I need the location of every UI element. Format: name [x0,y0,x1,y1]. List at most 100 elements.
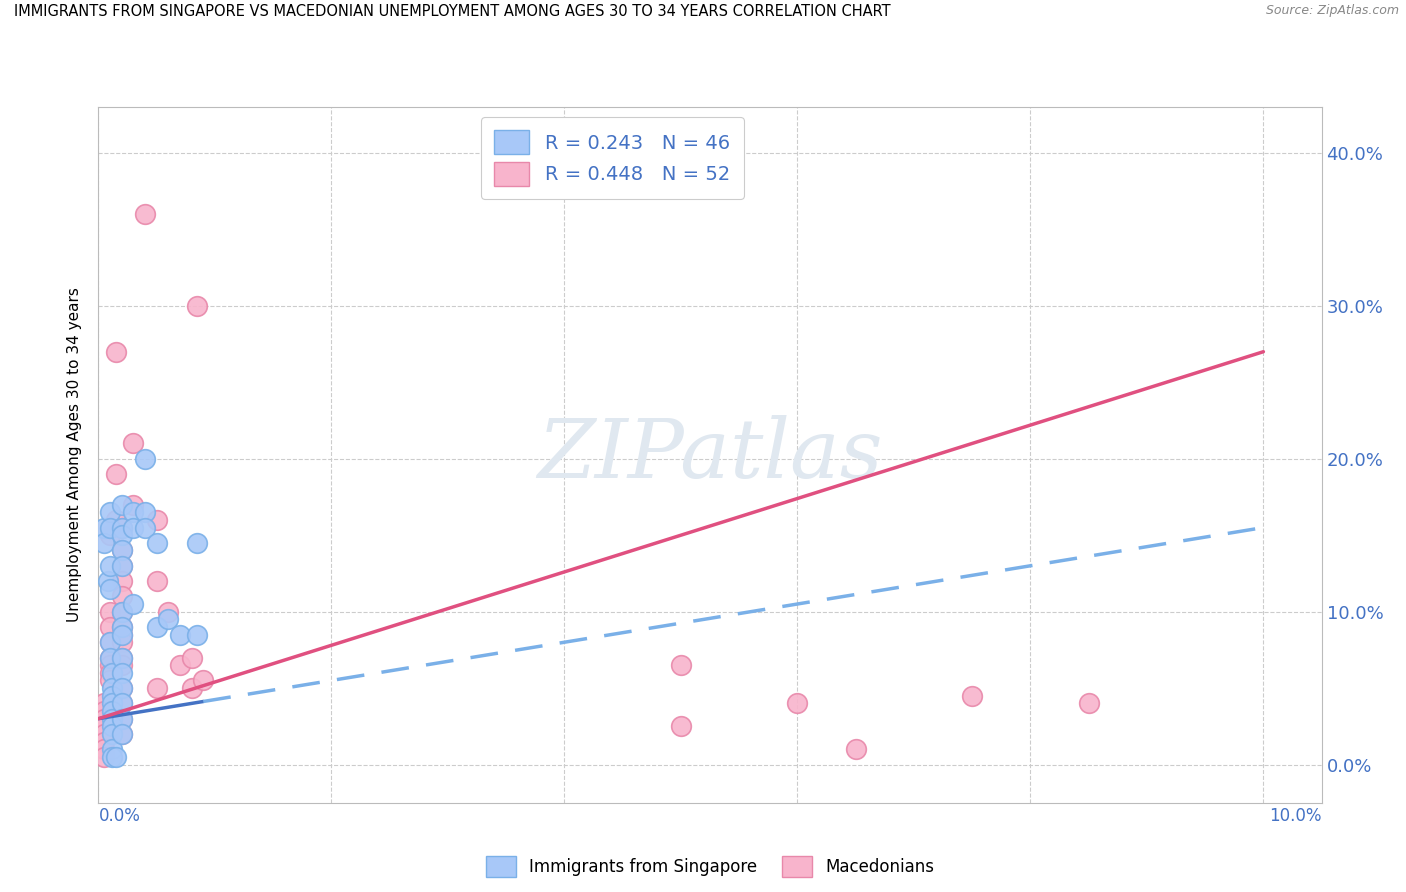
Point [98,650,121,665]
Point [111,620,134,634]
Point [97,574,120,588]
Point [93,704,115,718]
Text: 10.0%: 10.0% [1270,807,1322,825]
Point [145,536,167,550]
Point [93,742,115,756]
Point [101,750,124,764]
Point [101,742,124,756]
Point [157,612,180,626]
Point [98,505,121,519]
Point [122,520,145,534]
Point [111,727,134,741]
Point [169,627,191,641]
Point [101,681,124,695]
Point [122,498,145,512]
Point [104,750,127,764]
Point [180,681,202,695]
Legend: Immigrants from Singapore, Macedonians: Immigrants from Singapore, Macedonians [477,848,943,885]
Point [98,650,121,665]
Point [122,597,145,611]
Point [111,574,134,588]
Point [93,697,115,711]
Point [145,620,167,634]
Point [93,734,115,748]
Point [111,558,134,573]
Point [111,697,134,711]
Point [101,712,124,726]
Point [98,673,121,688]
Point [169,658,191,673]
Point [1077,697,1099,711]
Point [669,658,692,673]
Text: ZIPatlas: ZIPatlas [537,415,883,495]
Point [157,605,180,619]
Point [186,536,208,550]
Point [786,697,808,711]
Point [111,520,134,534]
Point [111,681,134,695]
Text: 0.0%: 0.0% [98,807,141,825]
Point [111,558,134,573]
Point [101,697,124,711]
Point [845,742,868,756]
Point [93,712,115,726]
Point [111,658,134,673]
Point [93,727,115,741]
Point [180,650,202,665]
Point [111,697,134,711]
Point [101,704,124,718]
Point [98,635,121,649]
Point [101,665,124,680]
Point [98,520,121,534]
Point [93,520,115,534]
Point [111,605,134,619]
Point [98,528,121,542]
Point [111,543,134,558]
Point [101,727,124,741]
Point [111,590,134,604]
Point [101,689,124,703]
Point [98,558,121,573]
Point [145,513,167,527]
Point [93,536,115,550]
Point [111,727,134,741]
Point [111,528,134,542]
Point [134,520,156,534]
Point [111,650,134,665]
Point [93,719,115,733]
Point [111,712,134,726]
Point [111,620,134,634]
Point [98,665,121,680]
Point [111,605,134,619]
Point [98,658,121,673]
Point [98,582,121,596]
Point [193,673,215,688]
Point [98,605,121,619]
Point [134,451,156,466]
Point [134,207,156,221]
Point [111,681,134,695]
Point [111,650,134,665]
Point [111,712,134,726]
Point [122,505,145,519]
Point [111,520,134,534]
Point [104,467,127,481]
Point [101,719,124,733]
Point [98,635,121,649]
Point [98,620,121,634]
Point [111,665,134,680]
Text: IMMIGRANTS FROM SINGAPORE VS MACEDONIAN UNEMPLOYMENT AMONG AGES 30 TO 34 YEARS C: IMMIGRANTS FROM SINGAPORE VS MACEDONIAN … [14,4,890,20]
Point [104,344,127,359]
Point [145,574,167,588]
Point [122,436,145,450]
Point [104,513,127,527]
Point [111,635,134,649]
Point [111,543,134,558]
Text: Source: ZipAtlas.com: Source: ZipAtlas.com [1265,4,1399,18]
Point [111,627,134,641]
Point [960,689,983,703]
Point [145,681,167,695]
Point [111,627,134,641]
Point [669,719,692,733]
Point [111,498,134,512]
